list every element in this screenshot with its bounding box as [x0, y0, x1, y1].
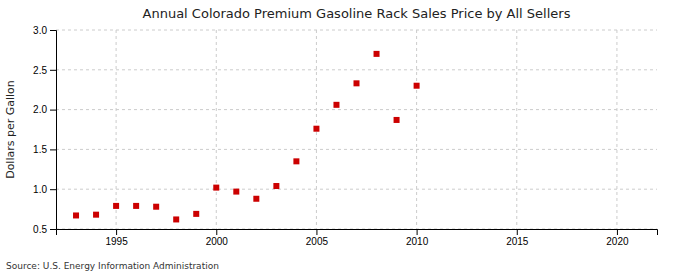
- x-grid-line: [616, 30, 617, 229]
- point: [193, 211, 199, 217]
- x-tick-label: 2015: [506, 236, 529, 247]
- y-tick-label: 0.5: [33, 224, 47, 235]
- x-tick-mark: [617, 229, 618, 235]
- point: [153, 204, 159, 210]
- x-grid-line: [216, 30, 217, 229]
- x-tick-mark: [316, 229, 317, 235]
- y-tick-mark: [50, 189, 56, 190]
- x-axis-line: [57, 230, 658, 236]
- x-tick-label: 1995: [105, 236, 128, 247]
- y-tick: 2.5: [33, 65, 56, 76]
- point: [93, 212, 99, 218]
- y-axis: 0.5 1.0 1.5 2.0 2.5 3.0: [33, 25, 56, 235]
- y-grid-line: [56, 69, 657, 70]
- x-tick: 2010: [406, 229, 429, 247]
- y-grid-line: [56, 149, 657, 150]
- x-tick-label: 2020: [606, 236, 629, 247]
- y-tick-label: 1.0: [33, 184, 47, 195]
- x-tick-mark: [116, 229, 117, 235]
- x-tick: 2015: [506, 229, 529, 247]
- grid: [56, 30, 657, 229]
- y-tick-label: 2.5: [33, 65, 47, 76]
- x-axis: 1995 2000 2005 2010 2015 2020: [57, 229, 658, 247]
- y-grid-line: [56, 30, 657, 31]
- source-note: Source: U.S. Energy Information Administ…: [6, 261, 219, 271]
- chart: 1995 2000 2005 2010 2015 2020 0.5 1.0 1.5 2.0 2.5 3…: [0, 0, 675, 275]
- points: [73, 51, 420, 223]
- x-tick-mark: [216, 229, 217, 235]
- y-tick: 0.5: [33, 224, 56, 235]
- y-grid-line: [56, 109, 657, 110]
- y-tick-mark: [50, 229, 56, 230]
- y-tick-mark: [50, 30, 56, 31]
- point: [73, 212, 79, 218]
- y-tick-mark: [50, 149, 56, 150]
- point: [394, 117, 400, 123]
- x-grid-line: [416, 30, 417, 229]
- point: [273, 183, 279, 189]
- y-tick-mark: [50, 70, 56, 71]
- point: [253, 196, 259, 202]
- point: [374, 51, 380, 57]
- x-tick-label: 2005: [306, 236, 329, 247]
- x-tick: 2000: [206, 229, 229, 247]
- x-tick-mark: [417, 229, 418, 235]
- point: [414, 83, 420, 89]
- point: [133, 203, 139, 209]
- y-grid-line: [56, 189, 657, 190]
- point: [313, 126, 319, 132]
- y-tick: 3.0: [33, 25, 56, 36]
- point: [333, 102, 339, 108]
- y-tick-label: 2.0: [33, 104, 47, 115]
- plot: 1995 2000 2005 2010 2015 2020 0.5 1.0 1.5 2.0 2.5 3…: [33, 25, 657, 247]
- y-axis-line: [50, 31, 57, 230]
- point: [233, 189, 239, 195]
- title: Annual Colorado Premium Gasoline Rack Sa…: [143, 6, 571, 21]
- x-tick: 2005: [306, 229, 329, 247]
- point: [213, 185, 219, 191]
- point: [354, 80, 360, 86]
- y-tick: 1.5: [33, 144, 56, 155]
- point: [113, 203, 119, 209]
- x-grid-line: [516, 30, 517, 229]
- y-tick-mark: [50, 110, 56, 111]
- y-tick: 1.0: [33, 184, 56, 195]
- x-tick-label: 2000: [206, 236, 229, 247]
- point: [173, 216, 179, 222]
- x-tick-label: 2010: [406, 236, 429, 247]
- point: [293, 158, 299, 164]
- x-tick-mark: [517, 229, 518, 235]
- x-tick: 2020: [606, 229, 629, 247]
- y-tick: 2.0: [33, 104, 56, 115]
- y-tick-label: 1.5: [33, 144, 47, 155]
- y-tick-label: 3.0: [33, 25, 47, 36]
- x-grid-line: [116, 30, 117, 229]
- x-tick: 1995: [105, 229, 128, 247]
- y-axis-label: Dollars per Gallon: [4, 80, 17, 179]
